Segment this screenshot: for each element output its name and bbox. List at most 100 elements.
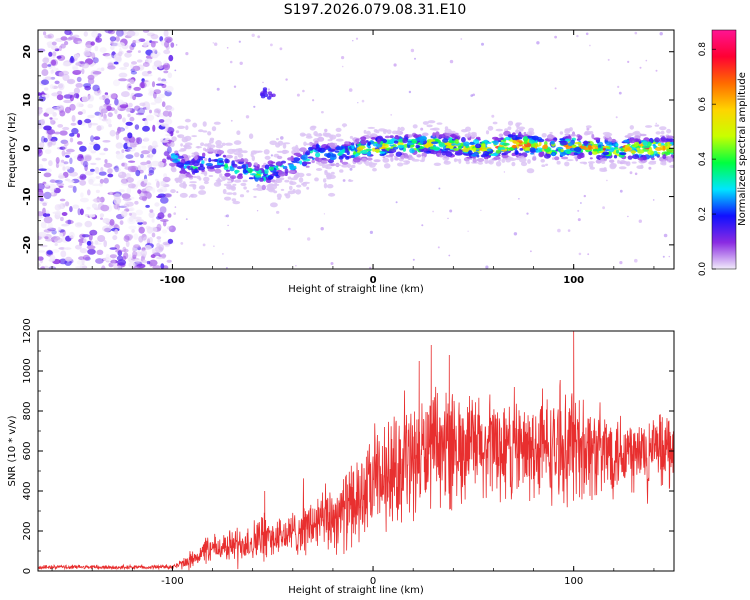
noise-blob (127, 183, 136, 189)
signal-blob (613, 155, 618, 159)
speckle (634, 258, 638, 263)
signal-blob (198, 165, 206, 171)
signal-blob (221, 142, 226, 146)
noise-blob (163, 173, 168, 178)
signal-blob (389, 148, 397, 153)
signal-blob (642, 155, 647, 161)
noise-blob (63, 247, 72, 250)
signal-blob (261, 184, 266, 191)
signal-blob (406, 140, 413, 143)
noise-blob (55, 162, 60, 169)
signal-blob (268, 166, 275, 171)
signal-blob (550, 140, 555, 145)
speckle (256, 210, 259, 212)
noise-blob (65, 166, 71, 170)
signal-blob (209, 139, 214, 144)
signal-blob (202, 130, 208, 133)
signal-blob (518, 126, 526, 130)
signal-blob (468, 150, 473, 156)
signal-blob (208, 157, 212, 163)
noise-blob (128, 216, 134, 222)
noise-blob (131, 61, 137, 65)
speckle (279, 47, 283, 51)
signal-blob (276, 210, 280, 214)
noise-blob (166, 155, 171, 160)
speckle (587, 253, 590, 256)
noise-blob (120, 128, 124, 132)
signal-blob (538, 141, 542, 147)
speckle (341, 65, 344, 68)
signal-blob (560, 149, 564, 153)
signal-blob (270, 202, 278, 208)
speckle (320, 227, 324, 231)
noise-blob (122, 117, 126, 123)
speckle (554, 87, 557, 90)
speckle (648, 166, 652, 170)
signal-blob (448, 130, 453, 134)
signal-blob (486, 141, 492, 144)
speckle (410, 48, 415, 53)
speckle (470, 94, 474, 97)
noise-blob (48, 183, 57, 192)
signal-blob (178, 173, 186, 179)
spectrogram-y-tick-label: 20 (22, 45, 33, 59)
noise-blob (163, 30, 169, 37)
signal-blob (236, 166, 243, 170)
signal-blob (627, 132, 635, 137)
speckle (257, 35, 261, 39)
signal-blob (326, 173, 333, 179)
noise-blob (133, 265, 141, 269)
noise-blob (61, 223, 70, 227)
noise-blob (80, 192, 84, 198)
signal-blob (501, 152, 509, 156)
signal-blob (222, 188, 227, 195)
signal-blob (451, 143, 455, 146)
noise-blob (149, 90, 154, 96)
signal-blob (649, 160, 657, 163)
signal-blob (588, 151, 593, 156)
signal-blob (243, 158, 249, 163)
noise-blob (121, 30, 127, 36)
signal-blob (525, 150, 530, 153)
signal-blob (422, 121, 429, 125)
noise-blob (150, 102, 157, 105)
speckle (619, 261, 623, 265)
signal-blob (445, 150, 452, 157)
noise-blob (38, 183, 45, 191)
signal-blob (311, 125, 317, 129)
noise-blob (92, 183, 101, 187)
noise-blob (150, 254, 156, 259)
speckle (369, 230, 373, 234)
signal-blob (436, 152, 441, 155)
noise-blob (62, 126, 70, 131)
noise-blob (64, 30, 72, 36)
noise-blob (145, 114, 155, 121)
noise-blob (118, 205, 127, 208)
signal-blob (267, 175, 274, 180)
signal-blob (204, 148, 211, 152)
speckle (185, 218, 188, 221)
speckle (330, 262, 334, 265)
noise-blob (87, 74, 95, 81)
speckle (341, 56, 345, 60)
noise-blob (63, 141, 69, 147)
signal-blob (289, 180, 294, 185)
signal-blob (402, 138, 408, 144)
noise-blob (102, 53, 111, 57)
signal-blob (439, 154, 444, 158)
signal-blob (357, 150, 361, 153)
signal-blob (632, 154, 640, 160)
noise-blob (48, 51, 53, 57)
noise-blob (125, 154, 134, 160)
noise-blob (94, 111, 101, 116)
signal-blob (277, 180, 281, 183)
signal-blob (198, 129, 204, 133)
signal-blob (490, 153, 498, 157)
noise-blob (133, 233, 139, 240)
speckle (352, 40, 354, 42)
signal-blob (189, 193, 198, 198)
noise-blob (38, 92, 42, 96)
noise-blob (45, 107, 55, 115)
speckle (449, 209, 453, 213)
